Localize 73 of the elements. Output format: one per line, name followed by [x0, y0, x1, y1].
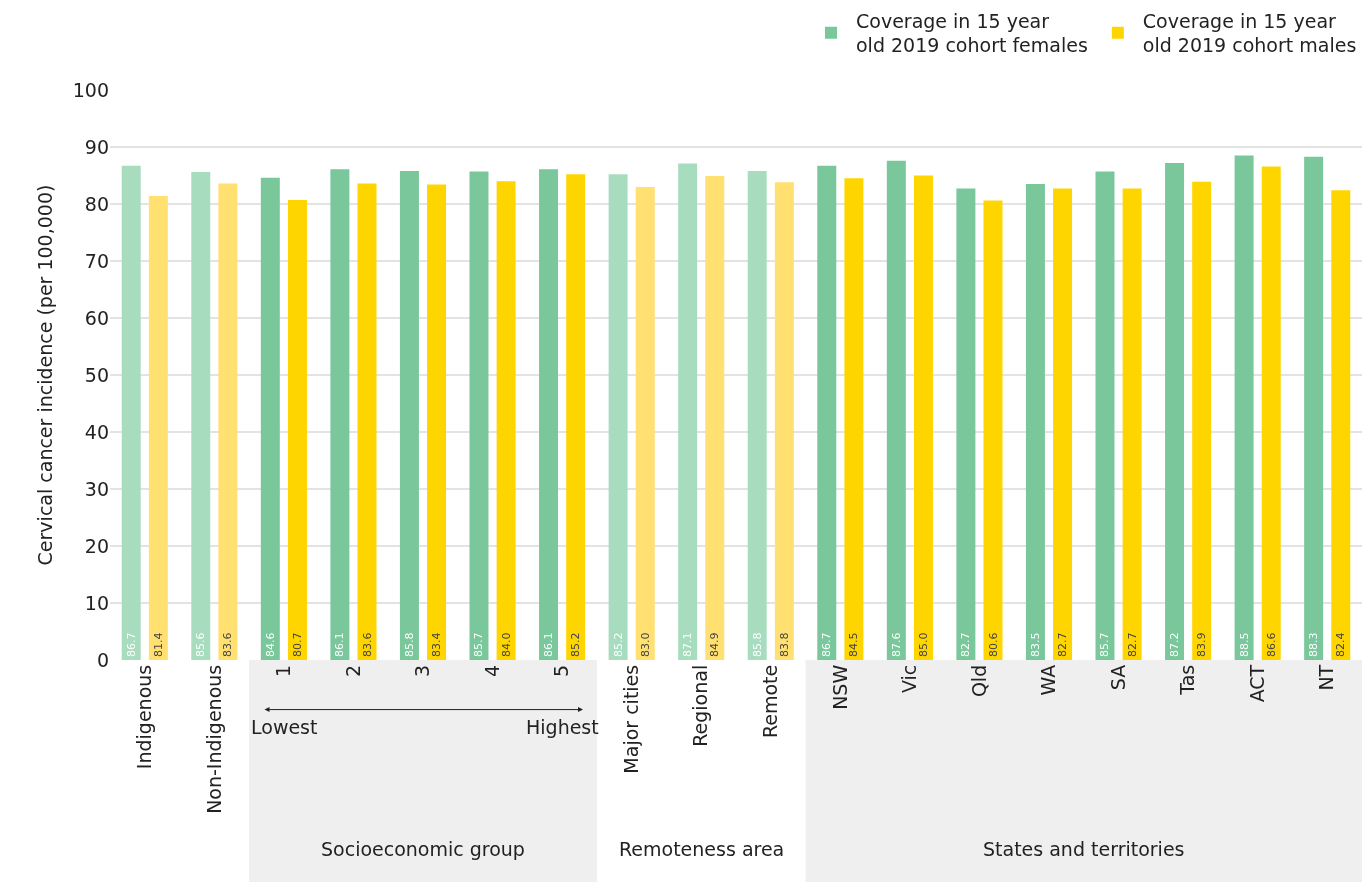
- data-label: 84.9: [708, 632, 722, 657]
- y-tick-label: 40: [84, 420, 109, 443]
- data-label: 83.0: [638, 632, 652, 657]
- text: Remoteness area: [619, 838, 785, 860]
- x-tick-label: SA: [1106, 664, 1129, 691]
- y-tick-label: 100: [72, 78, 109, 101]
- data-label: 81.4: [151, 632, 165, 657]
- data-label: 85.8: [750, 632, 764, 657]
- data-label: 88.3: [1307, 632, 1321, 657]
- data-label: 85.2: [569, 632, 583, 657]
- data-label: 83.6: [221, 632, 235, 657]
- text: Highest: [526, 716, 599, 738]
- data-label: 86.1: [333, 632, 347, 657]
- x-tick-label: 2: [341, 664, 364, 677]
- data-label: 87.1: [681, 632, 695, 657]
- y-tick-label: 10: [84, 591, 109, 614]
- x-tick-label: WA: [1037, 664, 1060, 696]
- legend-label: Coverage in 15 year old 2019 cohort females: [856, 9, 1088, 57]
- x-tick-label: 4: [480, 664, 503, 677]
- data-label: 83.9: [1195, 632, 1209, 657]
- data-label: 84.0: [499, 632, 513, 657]
- y-tick-label: 0: [96, 648, 109, 671]
- x-tick-label: NT: [1315, 664, 1338, 691]
- y-tick-label: 20: [84, 534, 109, 557]
- data-label: 83.8: [777, 632, 791, 657]
- y-tick-label: 90: [84, 135, 109, 158]
- data-label: 82.7: [959, 632, 973, 657]
- data-label: 88.5: [1237, 632, 1251, 657]
- x-tick-label: Remote: [758, 664, 781, 739]
- y-axis-title: Cervical cancer incidence (per 100,000): [33, 184, 56, 566]
- data-label: 83.5: [1028, 632, 1042, 657]
- data-label: 85.6: [194, 632, 208, 657]
- data-label: 84.5: [847, 632, 861, 657]
- data-label: 86.7: [820, 632, 834, 657]
- x-tick-label: ACT: [1245, 664, 1268, 703]
- data-label: 87.2: [1168, 632, 1182, 657]
- x-tick-label: Major cities: [619, 664, 642, 774]
- data-label: 82.4: [1334, 632, 1348, 657]
- x-tick-label: Qld: [967, 664, 990, 698]
- text: Lowest: [251, 716, 318, 738]
- data-label: 86.1: [542, 632, 556, 657]
- data-label: 85.8: [402, 632, 416, 657]
- data-label: 80.7: [290, 632, 304, 657]
- legend-label: Coverage in 15 year old 2019 cohort males: [1142, 9, 1357, 57]
- x-tick-label: Vic: [898, 664, 921, 694]
- y-tick-label: 30: [84, 477, 109, 500]
- x-tick-label: Non-Indigenous: [202, 664, 225, 814]
- data-label: 84.6: [263, 632, 277, 657]
- y-tick-label: 70: [84, 249, 109, 272]
- data-label: 86.7: [124, 632, 138, 657]
- x-tick-label: NSW: [828, 664, 851, 710]
- x-tick-label: 3: [411, 664, 434, 677]
- x-tick-label: Tas: [1176, 664, 1199, 696]
- data-label: 86.6: [1264, 632, 1278, 657]
- text: States and territories: [983, 838, 1185, 860]
- y-tick-label: 80: [84, 192, 109, 215]
- x-tick-label: 5: [550, 664, 573, 677]
- y-tick-label: 50: [84, 363, 109, 386]
- data-label: 83.4: [430, 632, 444, 657]
- data-label: 82.7: [1056, 632, 1070, 657]
- data-label: 83.6: [360, 632, 374, 657]
- data-label: 85.7: [1098, 632, 1112, 657]
- data-label: 82.7: [1125, 632, 1139, 657]
- x-tick-label: Regional: [689, 664, 712, 747]
- data-label: 85.0: [916, 632, 930, 657]
- data-label: 85.7: [472, 632, 486, 657]
- data-label: 80.6: [986, 632, 1000, 657]
- data-label: 87.6: [889, 632, 903, 657]
- x-tick-label: Indigenous: [132, 664, 155, 770]
- data-label: 85.2: [611, 632, 625, 657]
- y-tick-label: 60: [84, 306, 109, 329]
- text: Socioeconomic group: [321, 838, 525, 860]
- x-tick-label: 1: [272, 664, 295, 677]
